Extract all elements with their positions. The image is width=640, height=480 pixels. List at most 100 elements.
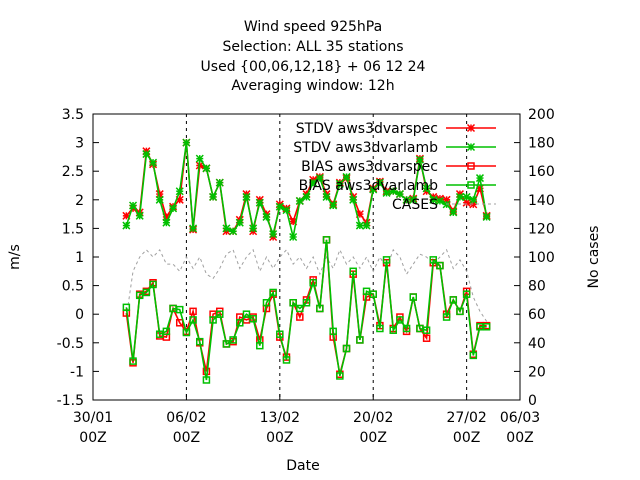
data-point <box>322 236 331 244</box>
data-point <box>415 155 424 164</box>
data-point <box>436 261 444 270</box>
legend-label: CASES <box>392 197 438 213</box>
data-point <box>189 224 198 233</box>
data-point <box>276 330 284 338</box>
data-point <box>282 356 291 364</box>
x-tick-label: 06/02 <box>166 410 206 426</box>
legend-label: STDV aws3dvarspec <box>296 121 438 137</box>
data-point <box>429 256 438 264</box>
data-point <box>469 351 478 360</box>
y2-axis-label: No cases <box>586 226 602 289</box>
data-point <box>355 221 364 230</box>
series-line <box>125 239 487 381</box>
data-point <box>289 299 297 307</box>
data-point <box>155 195 164 204</box>
x-axis-label: Date <box>286 458 319 474</box>
x-tick-sublabel: 00Z <box>453 430 480 446</box>
legend: STDV aws3dvarspec STDV aws3dvarlamb BIAS a… <box>293 121 496 213</box>
data-point <box>462 192 471 201</box>
data-point <box>162 327 171 336</box>
data-point <box>329 327 337 336</box>
data-point <box>209 316 217 324</box>
data-point <box>329 201 338 210</box>
data-point <box>175 319 184 327</box>
data-point <box>402 195 411 204</box>
data-point <box>149 280 157 289</box>
x-tick-sublabel: 00Z <box>79 430 106 446</box>
data-point <box>262 299 271 307</box>
data-point <box>295 196 304 205</box>
x-axis: 30/01 00Z 06/02 00Z 13/02 00Z 20/02 00Z 27/02 00Z… <box>73 394 540 446</box>
data-point <box>376 324 384 333</box>
data-point <box>196 337 204 346</box>
y2-tick-label: 0 <box>528 393 537 409</box>
data-point <box>302 299 311 307</box>
data-point <box>395 190 404 199</box>
legend-marker <box>466 123 476 133</box>
data-point <box>142 150 151 159</box>
data-point <box>316 304 324 313</box>
data-point <box>375 178 384 187</box>
data-point <box>342 344 351 353</box>
data-point <box>189 316 197 324</box>
data-point <box>409 293 417 301</box>
data-point <box>242 310 251 318</box>
data-point <box>349 267 357 276</box>
data-point <box>456 307 464 316</box>
data-point <box>389 326 397 334</box>
x-tick-label: 27/02 <box>446 410 486 426</box>
y2-tick-label: 100 <box>528 250 555 266</box>
data-point <box>382 256 391 264</box>
data-point <box>382 188 391 197</box>
data-point <box>269 230 278 239</box>
data-point <box>282 206 291 215</box>
data-point <box>275 202 284 211</box>
y-tick-label: 0.5 <box>62 279 84 295</box>
y2-tick-label: 180 <box>528 136 555 152</box>
data-point <box>362 221 371 230</box>
data-point <box>182 138 191 147</box>
x-tick-sublabel: 00Z <box>266 430 293 446</box>
data-point <box>242 192 251 201</box>
y-tick-label: -1.5 <box>57 393 84 409</box>
y-tick-label: 0 <box>75 307 84 323</box>
data-point <box>142 288 151 297</box>
data-point <box>269 288 277 297</box>
data-point <box>396 316 404 324</box>
data-point <box>262 212 271 221</box>
data-point <box>249 224 258 233</box>
legend-marker <box>467 162 475 170</box>
y2-tick-label: 160 <box>528 164 555 180</box>
data-point <box>222 340 231 348</box>
x-tick-label: 06/03 <box>500 410 540 426</box>
data-point <box>195 154 204 163</box>
data-point <box>229 227 238 236</box>
data-point <box>309 178 318 187</box>
chart-title: Wind speed 925hPa Selection: ALL 35 stat… <box>201 19 426 94</box>
y-tick-label: 3.5 <box>62 107 84 123</box>
data-point <box>122 303 131 312</box>
data-point <box>296 313 304 321</box>
data-point <box>255 198 264 207</box>
legend-label: BIAS aws3dvarlamb <box>299 178 438 194</box>
y2-tick-label: 140 <box>528 193 555 209</box>
data-point <box>482 212 491 221</box>
y-tick-label: -0.5 <box>57 336 84 352</box>
data-point <box>429 195 438 204</box>
y2-tick-label: 40 <box>528 336 546 352</box>
x-tick-label: 30/01 <box>73 410 113 426</box>
legend-label: BIAS aws3dvarspec <box>301 159 438 175</box>
series-3 <box>122 236 491 384</box>
data-point <box>309 278 317 287</box>
data-point <box>315 174 324 183</box>
y-tick-label: 3 <box>75 136 84 152</box>
series-1 <box>122 138 491 242</box>
series-4 <box>125 248 488 322</box>
data-point <box>422 326 431 334</box>
data-point <box>342 172 351 181</box>
data-point <box>209 192 218 201</box>
legend-label: STDV aws3dvarlamb <box>293 140 438 156</box>
y-axis-label: m/s <box>7 244 23 270</box>
y2-tick-label: 80 <box>528 279 546 295</box>
